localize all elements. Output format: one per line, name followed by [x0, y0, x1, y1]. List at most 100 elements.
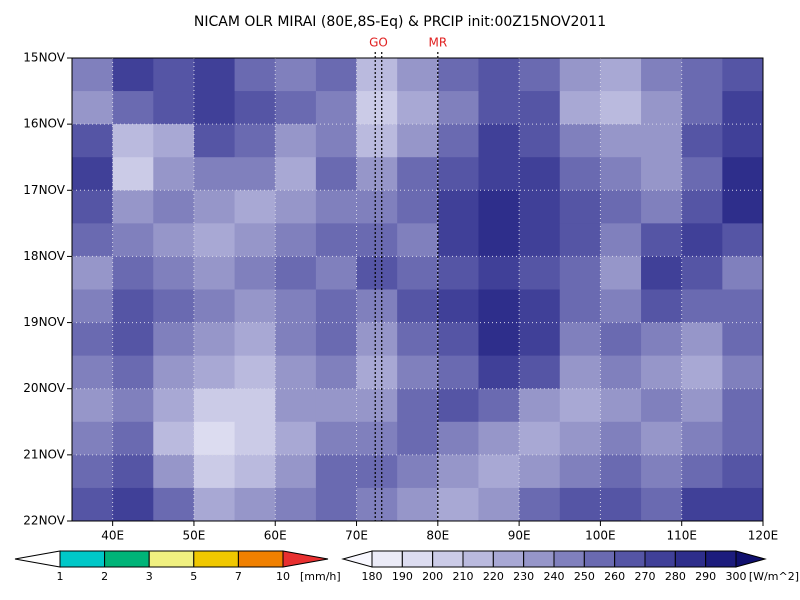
olr-cell — [437, 223, 479, 257]
olr-cell — [275, 322, 317, 357]
olr-cell — [397, 124, 439, 158]
olr-cell — [437, 256, 479, 290]
olr-cell — [275, 124, 317, 158]
olr-cell — [356, 91, 398, 125]
colorbar-label: 260 — [604, 570, 625, 583]
olr-cell — [356, 256, 398, 290]
olr-cell — [519, 157, 561, 191]
colorbar-label: 240 — [544, 570, 565, 583]
olr-cell — [193, 124, 236, 158]
station-label: MR — [428, 36, 447, 50]
y-tick-label: 22NOV — [23, 514, 65, 528]
olr-cell — [153, 223, 195, 257]
y-tick-label: 15NOV — [23, 51, 65, 65]
olr-cell — [315, 289, 358, 324]
olr-cell — [600, 454, 642, 489]
olr-cell — [641, 58, 683, 92]
colorbar-unit: [W/m^2] — [749, 570, 799, 583]
olr-cell — [722, 157, 764, 191]
olr-cell — [193, 289, 236, 324]
olr-cell — [559, 289, 601, 324]
colorbar-box — [59, 550, 106, 568]
olr-cell — [641, 289, 683, 324]
olr-cell — [193, 58, 236, 92]
olr-cell — [193, 256, 236, 290]
olr-cell — [112, 454, 154, 489]
olr-cell — [275, 256, 317, 290]
olr-cell — [437, 190, 479, 224]
olr-cell — [234, 388, 276, 423]
olr-cell — [600, 157, 642, 191]
colorbar-label: 2 — [101, 570, 108, 583]
colorbar-label: 250 — [574, 570, 595, 583]
olr-cell — [478, 289, 520, 324]
olr-cell — [437, 322, 479, 357]
x-tick-label: 40E — [101, 529, 124, 543]
olr-cell — [478, 322, 520, 357]
olr-cell — [112, 58, 154, 92]
olr-cell — [153, 421, 195, 456]
olr-cell — [315, 388, 358, 423]
olr-cell — [112, 322, 154, 357]
olr-cell — [153, 388, 195, 423]
olr-cell — [478, 223, 520, 257]
colorbar-box — [371, 550, 403, 568]
olr-cell — [559, 454, 601, 489]
colorbar-label: 230 — [513, 570, 534, 583]
olr-cell — [397, 355, 439, 390]
olr-cell — [437, 124, 479, 158]
olr-cell — [275, 487, 317, 522]
olr-cell — [681, 256, 723, 290]
olr-cell — [234, 256, 276, 290]
olr-cell — [519, 223, 561, 257]
olr-cell — [112, 124, 154, 158]
y-tick-label: 16NOV — [23, 117, 65, 131]
olr-cell — [112, 487, 154, 522]
olr-cell — [437, 487, 479, 522]
colorbar-box — [523, 550, 555, 568]
colorbar-label: 290 — [695, 570, 716, 583]
olr-cell — [478, 124, 520, 158]
olr-cell — [478, 91, 520, 125]
olr-cell — [397, 322, 439, 357]
olr-cell — [478, 454, 520, 489]
olr-cell — [681, 223, 723, 257]
olr-cell — [356, 190, 398, 224]
olr-cell — [112, 91, 154, 125]
olr-cell — [478, 388, 520, 423]
olr-cell — [600, 190, 642, 224]
olr-cell — [437, 289, 479, 324]
olr-cell — [641, 157, 683, 191]
olr-cell — [397, 388, 439, 423]
olr-cell — [478, 58, 520, 92]
olr-cell — [397, 223, 439, 257]
olr-cell — [519, 454, 561, 489]
olr-cell — [356, 388, 398, 423]
olr-cell — [275, 223, 317, 257]
olr-cell — [153, 322, 195, 357]
olr-cell — [559, 487, 601, 522]
olr-cell — [519, 58, 561, 92]
olr-cell — [234, 421, 276, 456]
olr-cell — [722, 190, 764, 224]
olr-cell — [234, 355, 276, 390]
olr-cell — [641, 190, 683, 224]
olr-cell — [275, 388, 317, 423]
station-label: GO — [369, 36, 388, 50]
olr-cell — [397, 190, 439, 224]
colorbar-label: 5 — [190, 570, 197, 583]
olr-cell — [234, 487, 276, 522]
olr-cell — [315, 157, 358, 191]
olr-cell — [153, 256, 195, 290]
olr-cell — [681, 190, 723, 224]
olr-cell — [722, 322, 764, 357]
colorbar-label: 180 — [362, 570, 383, 583]
olr-cell — [478, 190, 520, 224]
olr-cell — [72, 58, 114, 92]
x-tick-label: 60E — [264, 529, 287, 543]
olr-cell — [356, 487, 398, 522]
colorbar-label: 190 — [392, 570, 413, 583]
colorbar-label: 1 — [57, 570, 64, 583]
